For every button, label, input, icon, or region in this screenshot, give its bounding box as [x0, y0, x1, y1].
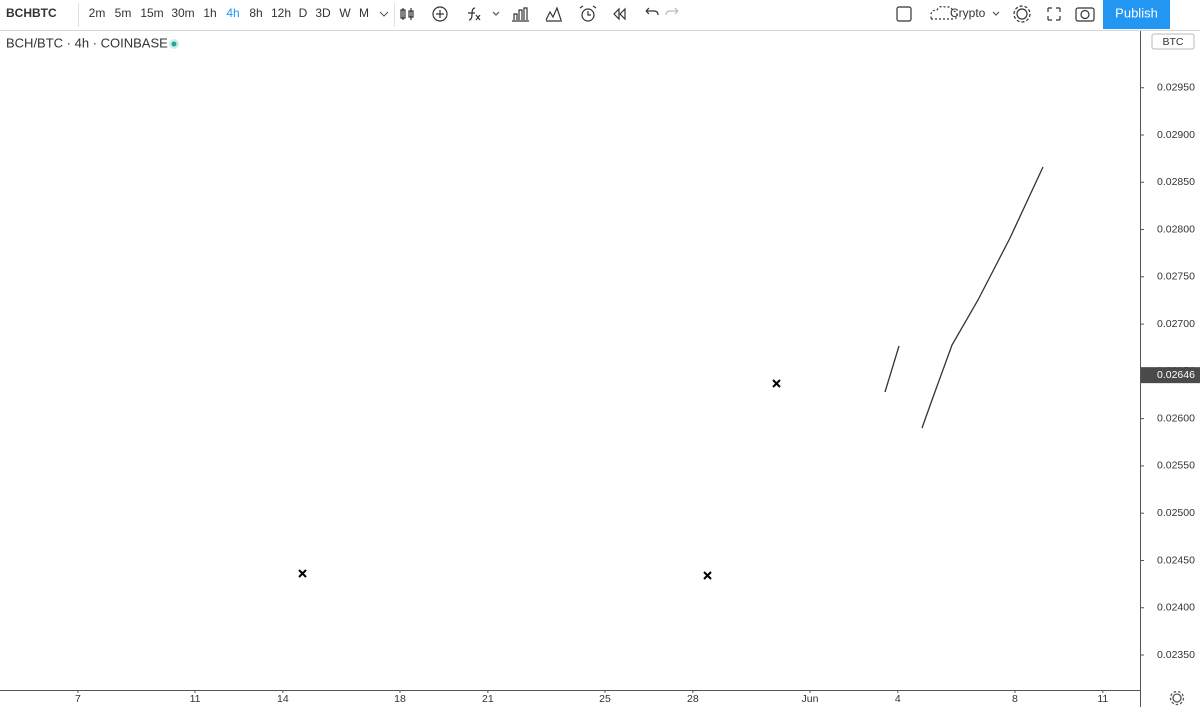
indicators-menu[interactable]	[492, 11, 500, 16]
interval-button[interactable]: 1h	[203, 6, 216, 20]
x-tick-label: Jun	[802, 693, 819, 705]
y-tick-label: 0.02850	[1157, 176, 1195, 188]
chart-style[interactable]	[400, 8, 414, 20]
y-tick-label: 0.02700	[1157, 318, 1195, 330]
x-tick-label: 14	[277, 693, 289, 705]
x-tick-label: 7	[75, 693, 81, 705]
alert-icon	[579, 5, 597, 16]
x-tick-label: 11	[190, 693, 201, 705]
x-tick-label: 21	[482, 693, 494, 705]
x-tick-label: 18	[394, 693, 406, 705]
cloud-icon	[930, 5, 958, 20]
toolbar: BCHBTC Crypto Publish	[0, 0, 1200, 31]
undo[interactable]	[645, 7, 659, 16]
projection-line	[921, 166, 1044, 429]
interval-button[interactable]: 12h	[271, 6, 291, 20]
x-tick-label: 8	[1012, 693, 1018, 705]
interval-button[interactable]: 5m	[115, 6, 132, 20]
interval-button[interactable]: 3D	[315, 6, 331, 20]
interval-button[interactable]: 8h	[249, 6, 262, 20]
y-tick-label: 0.02950	[1157, 82, 1195, 94]
interval-button[interactable]: D	[299, 6, 308, 20]
alert[interactable]	[581, 8, 595, 22]
x-tick-label: 4	[895, 693, 901, 705]
interval-button[interactable]: 2m	[89, 6, 106, 20]
snapshot-lens	[1080, 9, 1090, 20]
y-tick-label: 0.02800	[1157, 223, 1195, 235]
toolbar-bg	[0, 0, 1200, 30]
publish-button[interactable]	[1103, 0, 1170, 29]
y-tick-label: 0.02600	[1157, 412, 1195, 424]
currency-box[interactable]	[1151, 33, 1195, 50]
y-tick-label: 0.02750	[1157, 271, 1195, 283]
add-indicator-compare[interactable]	[432, 6, 448, 22]
y-tick-label: 0.02350	[1157, 649, 1195, 661]
marker-x	[298, 379, 781, 580]
symbol[interactable]: BCHBTC	[6, 6, 57, 20]
x-tick-label: 28	[687, 693, 699, 705]
y-tick-label: 0.02550	[1157, 460, 1195, 472]
x-tick-label: 25	[599, 693, 611, 705]
interval-button[interactable]: 4h	[226, 6, 239, 20]
y-tick-label: 0.02400	[1157, 602, 1195, 614]
toolbar-icons	[400, 5, 1095, 23]
market-menu[interactable]	[992, 11, 1000, 16]
settings-gear	[1013, 5, 1031, 23]
y-tick-label: 0.02450	[1157, 554, 1195, 566]
publish-label[interactable]: Publish	[1115, 5, 1158, 20]
drawings	[298, 166, 1044, 580]
replay[interactable]	[613, 7, 626, 21]
layout[interactable]	[896, 6, 912, 22]
currency-label[interactable]: BTC	[1163, 36, 1184, 48]
intervals-menu[interactable]	[379, 11, 389, 17]
trend-line	[884, 345, 900, 393]
y-tick-label: 0.02900	[1157, 129, 1195, 141]
axis-settings[interactable]	[1169, 690, 1185, 706]
market-filter[interactable]: Crypto	[950, 6, 986, 20]
interval-button[interactable]: M	[359, 6, 369, 20]
chart-title: BCH/BTC · 4h · COINBASE	[6, 35, 168, 50]
interval-button[interactable]: 30m	[171, 6, 194, 20]
redo[interactable]	[665, 7, 679, 16]
y-tick-label: 0.02500	[1157, 507, 1195, 519]
x-tick-label: 11	[1097, 693, 1108, 705]
compare[interactable]	[545, 6, 562, 22]
last-price-box	[1141, 367, 1200, 384]
interval-button[interactable]: W	[339, 6, 351, 20]
fullscreen[interactable]	[1047, 7, 1061, 21]
add-icon	[436, 10, 444, 18]
status-dot	[171, 41, 177, 47]
interval-button[interactable]: 15m	[140, 6, 163, 20]
indicators[interactable]	[468, 7, 481, 21]
snapshot[interactable]	[1075, 7, 1095, 22]
settings[interactable]	[1016, 8, 1028, 20]
financials[interactable]	[512, 7, 529, 22]
last-price-label: 0.02646	[1157, 369, 1195, 381]
